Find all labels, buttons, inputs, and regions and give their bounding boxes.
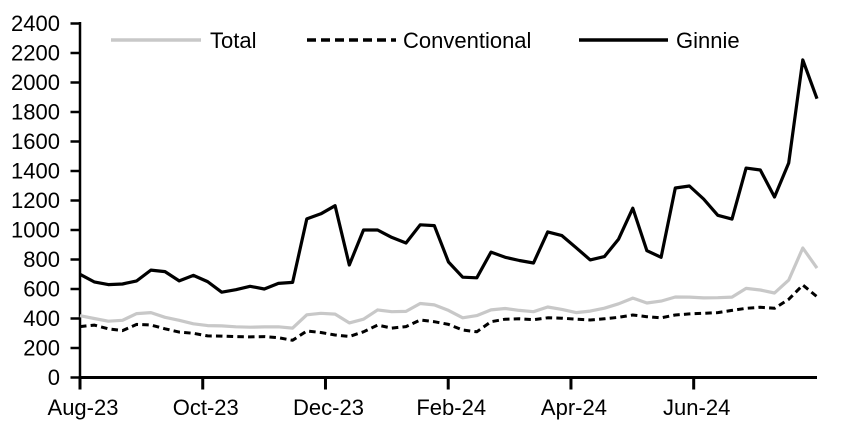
y-tick-label: 0 — [48, 365, 60, 390]
x-tick-label: Aug-23 — [48, 395, 119, 420]
x-tick-label: Dec-23 — [293, 395, 364, 420]
y-tick-label: 600 — [23, 277, 60, 302]
series-group — [79, 58, 819, 342]
y-tick-label: 800 — [23, 247, 60, 272]
x-tick-label: Apr-24 — [541, 395, 607, 420]
y-tick-label: 200 — [23, 336, 60, 361]
chart-legend: Total Conventional Ginnie — [111, 28, 740, 53]
x-axis-ticks: Aug-23 Oct-23 Dec-23 Feb-24 Apr-24 Jun-24 — [48, 377, 730, 420]
legend-label-total: Total — [210, 28, 256, 53]
x-tick-label: Feb-24 — [416, 395, 486, 420]
legend-label-ginnie: Ginnie — [676, 28, 740, 53]
y-tick-label: 1000 — [11, 218, 60, 243]
y-tick-label: 1400 — [11, 159, 60, 184]
axes: 0 200 400 600 800 1000 1200 1400 1600 1800 2000 220… — [11, 11, 817, 420]
y-tick-label: 2400 — [11, 11, 60, 36]
y-axis-ticks: 0 200 400 600 800 1000 1200 1400 1600 1800 2000 220… — [11, 11, 80, 390]
x-tick-label: Oct-23 — [173, 395, 239, 420]
legend-label-conventional: Conventional — [403, 28, 531, 53]
y-tick-label: 1600 — [11, 129, 60, 154]
y-tick-label: 2200 — [11, 41, 60, 66]
y-tick-label: 1800 — [11, 100, 60, 125]
y-tick-label: 1200 — [11, 188, 60, 213]
y-tick-label: 2000 — [11, 70, 60, 95]
x-tick-label: Jun-24 — [663, 395, 730, 420]
y-tick-label: 400 — [23, 306, 60, 331]
series-line-total — [79, 246, 819, 330]
series-line-ginnie — [79, 58, 819, 294]
series-line-conventional — [79, 283, 818, 342]
